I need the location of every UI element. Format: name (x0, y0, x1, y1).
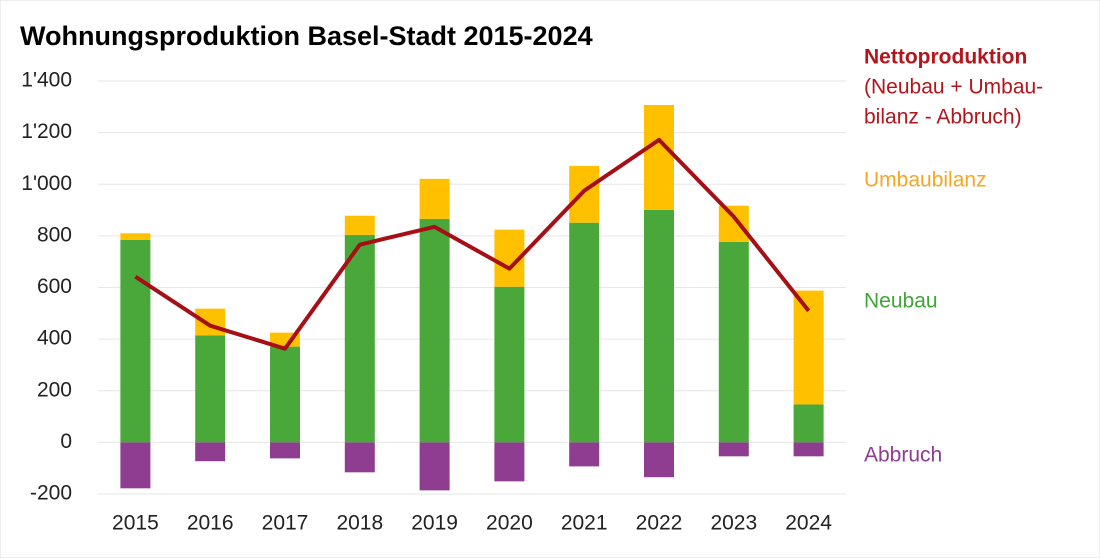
bar (569, 165, 600, 223)
bar (270, 346, 300, 443)
bar (195, 335, 226, 443)
y-tick-label: 0 (60, 430, 72, 453)
line (134, 137, 811, 351)
legend-label: Neubau (864, 290, 938, 313)
bar (419, 218, 450, 443)
x-tick-label: 2024 (785, 512, 832, 535)
bar (718, 442, 749, 457)
bar (344, 234, 375, 443)
bar (419, 442, 450, 491)
bar (120, 233, 151, 240)
legend-label: Nettoproduktion (864, 46, 1027, 69)
bar (718, 241, 749, 443)
chart-title: Wohnungsproduktion Basel-Stadt 2015-2024 (20, 21, 593, 51)
y-tick-label: 600 (37, 275, 72, 298)
bar (344, 442, 375, 473)
x-tick-label: 2016 (187, 512, 234, 535)
x-tick-label: 2018 (336, 512, 383, 535)
y-tick-label: -200 (30, 482, 72, 505)
x-tick-label: 2019 (411, 512, 458, 535)
y-tick-label: 1'000 (21, 172, 72, 195)
bar (195, 442, 226, 462)
bar (718, 205, 749, 242)
bar (644, 442, 674, 478)
x-tick-label: 2015 (112, 512, 159, 535)
y-tick-label: 800 (37, 223, 72, 246)
bar (120, 442, 151, 489)
x-tick-label: 2023 (710, 512, 757, 535)
bar (569, 222, 600, 443)
bar (270, 442, 300, 459)
bar (644, 105, 674, 210)
x-tick-label: 2022 (636, 512, 683, 535)
legend-label: Umbaubilanz (864, 169, 987, 192)
y-tick-label: 200 (37, 378, 72, 401)
bar (569, 442, 600, 467)
bar (793, 404, 824, 443)
bar (494, 442, 525, 482)
bar (494, 286, 525, 443)
x-tick-label: 2017 (262, 512, 309, 535)
bar (195, 308, 226, 336)
bar (344, 215, 375, 235)
y-tick-label: 1'400 (21, 69, 72, 92)
legend-label: Abbruch (864, 444, 942, 467)
x-tick-label: 2021 (561, 512, 608, 535)
x-tick-label: 2020 (486, 512, 533, 535)
bar (793, 442, 824, 457)
bar (120, 239, 151, 443)
bar (419, 178, 450, 219)
legend-note: bilanz - Abbruch) (864, 106, 1022, 129)
bar (644, 209, 674, 443)
y-tick-label: 400 (37, 327, 72, 350)
y-tick-label: 1'200 (21, 120, 72, 143)
legend-note: (Neubau + Umbau- (864, 76, 1043, 99)
